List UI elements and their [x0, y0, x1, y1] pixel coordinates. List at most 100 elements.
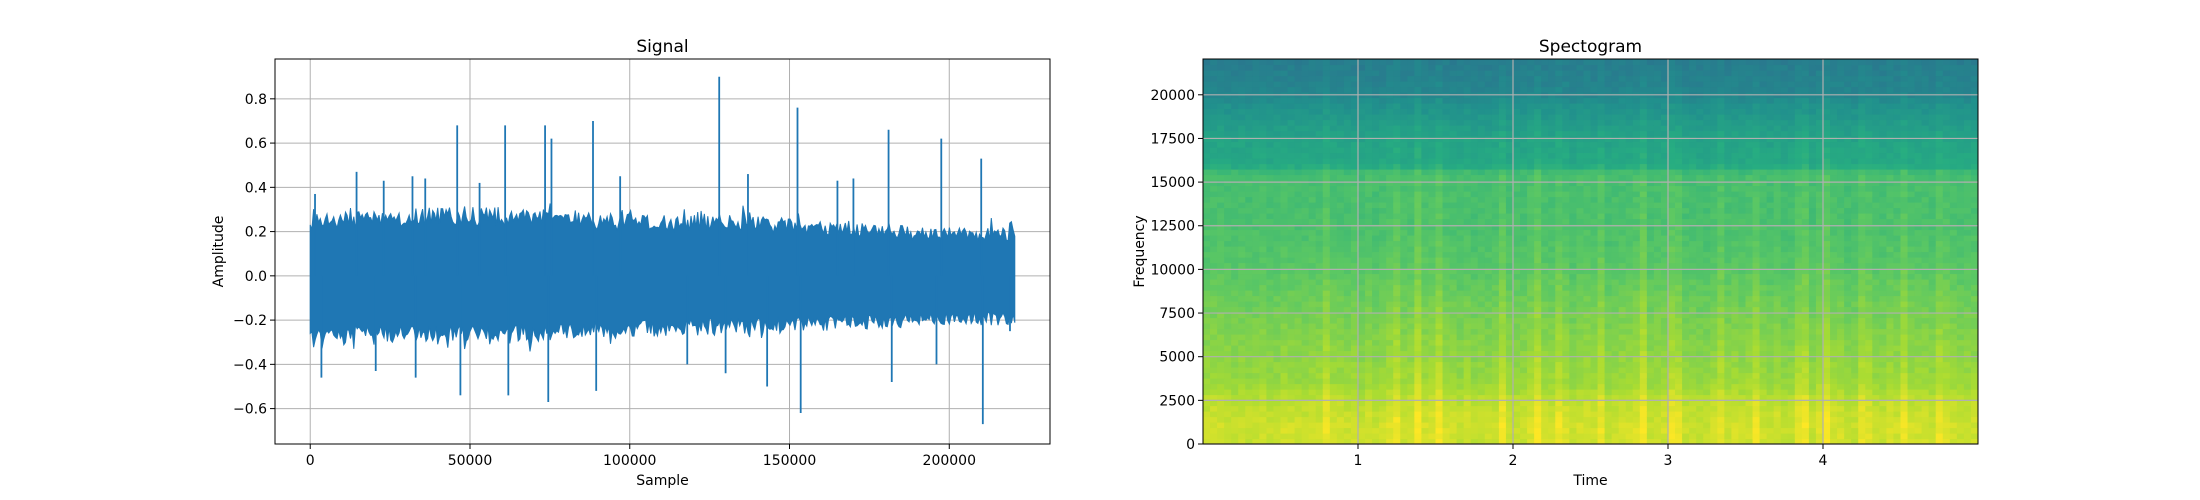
- spectrogram-cell: [1520, 108, 1528, 115]
- spectrogram-cell: [1224, 246, 1232, 253]
- spectrogram-cell: [1210, 284, 1218, 291]
- spectrogram-cell: [1590, 246, 1599, 253]
- spectrogram-cell: [1210, 114, 1218, 121]
- spectrogram-cell: [1315, 229, 1324, 236]
- spectrogram-cell: [1280, 119, 1289, 126]
- spectrogram-cell: [1682, 246, 1690, 253]
- spectrogram-cell: [1653, 416, 1662, 423]
- spectrogram-cell: [1421, 284, 1430, 291]
- spectrogram-cell: [1689, 334, 1697, 341]
- spectrogram-cell: [1336, 312, 1345, 319]
- spectrogram-cell: [1696, 416, 1704, 423]
- spectrogram-cell: [1435, 136, 1444, 143]
- spectrogram-cell: [1322, 147, 1331, 154]
- spectrogram-cell: [1407, 158, 1415, 165]
- spectrogram-cell: [1646, 295, 1655, 302]
- spectrogram-cell: [1358, 163, 1366, 170]
- spectrogram-cell: [1498, 416, 1507, 423]
- spectrogram-cell: [1583, 262, 1592, 269]
- spectrogram-cell: [1315, 356, 1324, 363]
- spectrogram-cell: [1238, 70, 1246, 77]
- spectrogram-cell: [1421, 108, 1430, 115]
- spectrogram-cell: [1322, 422, 1331, 429]
- spectrogram-cell: [1273, 301, 1282, 308]
- spectrogram-cell: [1597, 207, 1606, 214]
- spectrogram-cell: [1386, 411, 1394, 418]
- spectrogram-cell: [1632, 152, 1641, 159]
- spectrogram-cell: [1343, 427, 1352, 434]
- spectrogram-cell: [1562, 174, 1570, 181]
- spectrogram-cell: [1646, 86, 1655, 93]
- spectrogram-cell: [1224, 158, 1232, 165]
- spectrogram-cell: [1358, 422, 1366, 429]
- spectrogram-cell: [1203, 427, 1211, 434]
- spectrogram-cell: [1273, 235, 1282, 242]
- spectrogram-cell: [1576, 70, 1585, 77]
- spectrogram-cell: [1414, 389, 1423, 396]
- spectrogram-cell: [1224, 339, 1232, 346]
- spectrogram-cell: [1442, 158, 1451, 165]
- spectrogram-cell: [1400, 235, 1408, 242]
- spectrogram-cell: [1470, 75, 1479, 82]
- spectrogram-cell: [1611, 141, 1620, 148]
- spectrogram-cell: [1386, 301, 1394, 308]
- spectrogram-cell: [1393, 378, 1401, 385]
- spectrogram-cell: [1477, 235, 1486, 242]
- spectrogram-cell: [1407, 372, 1415, 379]
- spectrogram-cell: [1590, 372, 1599, 379]
- spectrogram-cell: [1576, 152, 1585, 159]
- spectrogram-cell: [1548, 400, 1556, 407]
- spectrogram-cell: [1653, 345, 1662, 352]
- spectrogram-cell: [1414, 81, 1423, 88]
- spectrogram-cell: [1231, 97, 1239, 104]
- spectrogram-cell: [1372, 125, 1380, 132]
- spectrogram-cell: [1280, 224, 1289, 231]
- spectrogram-cell: [1259, 114, 1268, 121]
- spectrogram-cell: [1350, 433, 1359, 440]
- spectrogram-cell: [1442, 268, 1451, 275]
- spectrogram-cell: [1527, 328, 1535, 335]
- spectrogram-cell: [1653, 295, 1662, 302]
- spectrogram-cell: [1400, 152, 1408, 159]
- spectrogram-cell: [1252, 81, 1260, 88]
- spectrogram-cell: [1379, 356, 1387, 363]
- spectrogram-cell: [1569, 433, 1578, 440]
- spectrogram-cell: [1470, 180, 1479, 187]
- spectrogram-cell: [1210, 70, 1218, 77]
- spectrogram-cell: [1421, 130, 1430, 137]
- spectrogram-cell: [1548, 290, 1556, 297]
- spectrogram-cell: [1491, 64, 1500, 71]
- spectrogram-cell: [1266, 389, 1275, 396]
- spectrogram-cell: [1301, 350, 1310, 357]
- spectrogram-cell: [1639, 295, 1648, 302]
- spectrogram-cell: [1583, 317, 1592, 324]
- spectrogram-cell: [1463, 64, 1472, 71]
- spectrogram-cell: [1484, 246, 1493, 253]
- spectrogram-cell: [1597, 97, 1606, 104]
- spectrogram-cell: [1252, 350, 1260, 357]
- spectrogram-cell: [1505, 301, 1514, 308]
- spectrogram-cell: [1322, 251, 1331, 258]
- spectrogram-cell: [1343, 350, 1352, 357]
- spectrogram-cell: [1294, 372, 1303, 379]
- spectrogram-cell: [1400, 295, 1408, 302]
- spectrogram-cell: [1449, 312, 1458, 319]
- spectrogram-cell: [1442, 361, 1451, 368]
- spectrogram-cell: [1653, 328, 1662, 335]
- spectrogram-cell: [1520, 251, 1528, 258]
- spectrogram-cell: [1287, 279, 1296, 286]
- spectrogram-cell: [1555, 152, 1563, 159]
- spectrogram-cell: [1611, 372, 1620, 379]
- spectrogram-cell: [1442, 196, 1451, 203]
- spectrogram-cell: [1435, 97, 1444, 104]
- spectrogram-cell: [1308, 268, 1317, 275]
- spectrogram-cell: [1407, 416, 1415, 423]
- spectrogram-cell: [1400, 108, 1408, 115]
- spectrogram-cell: [1541, 64, 1549, 71]
- spectrogram-cell: [1520, 279, 1528, 286]
- spectrogram-cell: [1484, 411, 1493, 418]
- spectrogram-cell: [1336, 383, 1345, 390]
- spectrogram-cell: [1435, 75, 1444, 82]
- spectrogram-cell: [1470, 339, 1479, 346]
- spectrogram-cell: [1414, 158, 1423, 165]
